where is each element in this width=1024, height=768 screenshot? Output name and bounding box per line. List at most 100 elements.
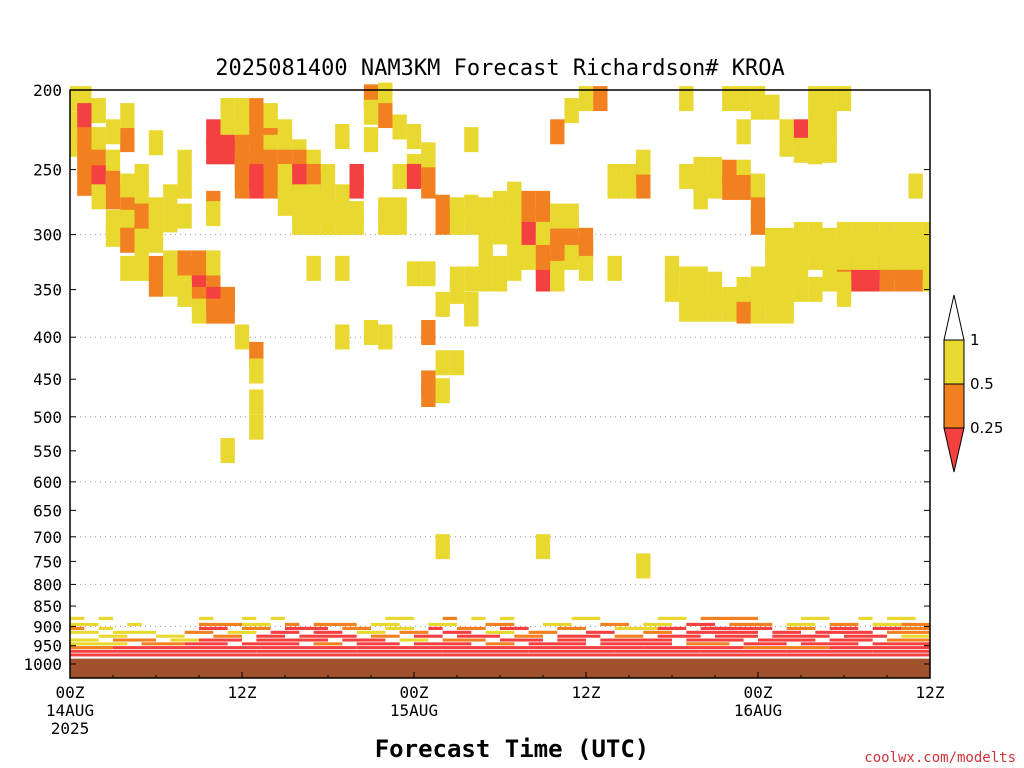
cell-upper-352 [363, 127, 379, 153]
cell-upper-245 [779, 131, 794, 157]
cell-upper-163 [449, 266, 465, 292]
cell-lower-0-2 [199, 616, 214, 621]
cell-lower-2-2 [199, 626, 228, 630]
cell-lower-7-5 [457, 646, 543, 650]
cell-upper-34 [134, 255, 149, 281]
cell-lower-3-1 [113, 630, 156, 634]
cell-upper-287 [765, 227, 780, 253]
cell-upper-137 [378, 82, 393, 108]
cell-upper-125 [306, 197, 321, 223]
cell-upper-275 [693, 266, 708, 292]
cell-lower-7-8 [743, 646, 830, 650]
cell-upper-16 [105, 184, 121, 210]
cell-upper-6 [77, 127, 92, 153]
cell-upper-228 [750, 173, 766, 199]
cell-upper-114 [277, 190, 293, 216]
cell-upper-208 [564, 98, 579, 124]
cell-lower-6-3 [242, 642, 300, 646]
x-tick-label-48-0: 00Z [744, 683, 773, 702]
colorbar: 0.25 0.5 1 [943, 294, 1003, 473]
cell-lower-3-2 [184, 630, 214, 634]
cell-upper-158 [435, 350, 450, 376]
cell-upper-12 [91, 165, 106, 191]
cell-upper-147 [449, 209, 465, 235]
cell-lower-1-17 [901, 622, 930, 627]
colorbar-bottom-arrow [943, 427, 965, 473]
cell-lower-4-9 [557, 634, 601, 638]
cell-lower-3-8 [442, 630, 472, 634]
cell-upper-227 [736, 174, 751, 200]
cell-upper-164 [478, 266, 493, 292]
x-axis-label: Forecast Time (UTC) [375, 735, 650, 763]
cell-lower-7-0 [70, 646, 113, 650]
cell-upper-209 [578, 86, 594, 112]
cell-upper-5 [91, 98, 106, 124]
cell-upper-258 [765, 298, 780, 324]
cell-lower-0-3 [242, 616, 257, 621]
cell-upper-300 [879, 266, 895, 292]
y-tick-label-1000: 1000 [23, 655, 62, 674]
cell-lower-1-13 [729, 622, 773, 627]
cell-upper-15 [91, 184, 106, 210]
cell-upper-88 [206, 139, 221, 165]
cell-upper-289 [765, 250, 780, 276]
cell-upper-179 [521, 190, 536, 216]
x-tick-label-36-0: 12Z [572, 683, 601, 702]
cell-lower-0-5 [385, 616, 414, 621]
cell-upper-259 [779, 298, 794, 324]
cell-lower-4-8 [514, 634, 543, 638]
cell-upper-256 [736, 298, 751, 324]
cell-upper-17 [134, 163, 149, 189]
cell-upper-251 [707, 296, 723, 322]
cell-upper-7 [91, 127, 106, 153]
surface-fill [70, 658, 930, 678]
cell-upper-218 [607, 255, 622, 281]
cell-upper-177 [507, 190, 522, 216]
cell-lower-5-8 [500, 638, 543, 642]
cell-upper-219 [679, 86, 694, 112]
cell-upper-210 [593, 86, 608, 112]
cell-upper-357 [435, 534, 450, 560]
cell-upper-11 [77, 170, 92, 196]
cell-upper-203 [564, 244, 579, 270]
cell-upper-56 [206, 250, 221, 276]
cell-upper-207 [550, 119, 565, 145]
cell-upper-356 [378, 324, 393, 350]
cell-lower-4-13 [772, 634, 830, 638]
cell-lower-1-0 [70, 622, 99, 627]
cell-lower-2-12 [657, 626, 687, 630]
cell-lower-3-0 [70, 630, 99, 634]
cell-upper-31 [134, 203, 149, 229]
cell-lower-4-5 [371, 634, 400, 638]
cell-upper-64 [163, 184, 178, 210]
cell-upper-354 [421, 370, 436, 396]
cell-lower-1-7 [428, 622, 457, 627]
credit-link[interactable]: coolwx.com/modelts [864, 750, 1016, 766]
cell-lower-2-16 [872, 626, 902, 630]
y-axis-ticks: 200 250 300 350 400 450 500 550 600 650 700 750 800 8… [23, 81, 930, 674]
cell-lower-5-3 [199, 638, 242, 642]
cell-lower-5-6 [399, 638, 429, 642]
cell-upper-150 [435, 209, 450, 235]
cell-upper-73 [234, 98, 250, 124]
cell-lower-8-6 [614, 649, 701, 653]
cell-upper-80 [206, 119, 221, 145]
cell-lower-4-6 [414, 634, 443, 638]
cell-lower-1-12 [686, 622, 715, 627]
cell-lower-1-16 [872, 622, 902, 627]
cell-lower-8-8 [786, 649, 873, 653]
cell-upper-345 [908, 173, 923, 199]
y-tick-label-200: 200 [33, 81, 62, 100]
cell-upper-285 [822, 227, 837, 253]
cell-upper-71 [177, 203, 192, 229]
cell-upper-20 [120, 127, 135, 153]
cell-lower-2-9 [500, 626, 529, 630]
cell-lower-7-2 [199, 646, 285, 650]
cell-upper-151 [306, 255, 321, 281]
cell-upper-329 [879, 244, 895, 270]
cell-lower-1-15 [829, 622, 859, 627]
cell-upper-332 [922, 244, 930, 270]
cell-upper-299 [865, 266, 880, 292]
cell-upper-68 [206, 201, 221, 227]
cell-upper-274 [679, 296, 694, 322]
